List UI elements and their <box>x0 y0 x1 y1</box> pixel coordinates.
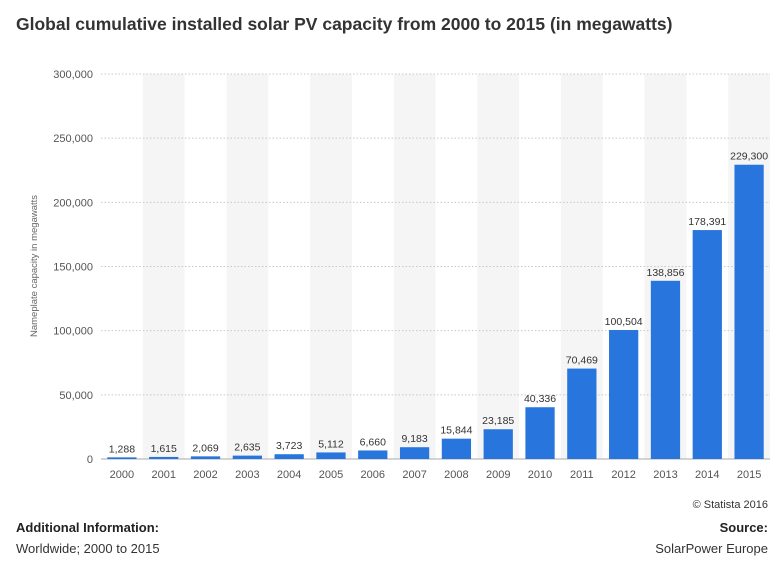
bar <box>483 429 513 459</box>
bar <box>734 164 764 459</box>
x-tick-label: 2008 <box>444 469 468 481</box>
x-tick-label: 2007 <box>402 469 426 481</box>
source-label: Source: <box>719 520 768 535</box>
x-tick-label: 2006 <box>361 469 385 481</box>
bar <box>441 438 472 459</box>
x-tick-label: 2005 <box>319 469 343 481</box>
bar <box>692 230 722 459</box>
x-tick-label: 2011 <box>570 469 594 481</box>
x-axis-ticks: 2000 2001 2002 2003 2004 2005 2006 2007 2008 2009… <box>110 469 762 481</box>
x-tick-label: 2002 <box>193 469 217 481</box>
additional-info: Additional Information: Worldwide; 2000 … <box>16 517 160 559</box>
source-info: Source: SolarPower Europe <box>655 517 768 559</box>
y-axis-label: Nameplate capacity in megawatts <box>29 195 40 337</box>
bar <box>107 457 137 459</box>
source-text[interactable]: SolarPower Europe <box>655 541 768 556</box>
data-label: 1,288 <box>109 443 135 455</box>
x-tick-label: 2014 <box>695 469 719 481</box>
data-label: 23,185 <box>482 415 514 427</box>
bars <box>107 164 764 459</box>
bar <box>609 330 639 459</box>
x-tick-label: 2010 <box>528 469 552 481</box>
x-tick-label: 2004 <box>277 469 301 481</box>
data-label: 3,723 <box>276 440 302 452</box>
y-tick-label: 250,000 <box>53 133 93 145</box>
chart-title: Global cumulative installed solar PV cap… <box>16 14 673 34</box>
copyright[interactable]: © Statista 2016 <box>692 499 768 511</box>
bar <box>399 447 430 459</box>
x-tick-label: 2001 <box>151 469 175 481</box>
y-tick-label: 200,000 <box>53 197 93 209</box>
y-tick-label: 50,000 <box>59 390 93 402</box>
bar <box>149 456 179 459</box>
band <box>477 74 520 459</box>
bar <box>650 280 681 459</box>
data-label: 6,660 <box>360 436 386 448</box>
additional-info-label: Additional Information: <box>16 520 159 535</box>
band <box>226 74 269 459</box>
bar <box>358 450 388 459</box>
y-axis-ticks: 0 50,000 100,000 150,000 200,000 250,000 300,0… <box>53 69 93 466</box>
data-label: 9,183 <box>401 433 427 445</box>
data-label: 15,844 <box>440 425 472 437</box>
data-label: 229,300 <box>730 151 768 163</box>
data-labels: 1,288 1,615 2,069 2,635 3,723 5,112 6,660 9,183… <box>109 151 768 456</box>
data-label: 40,336 <box>524 393 556 405</box>
additional-info-text: Worldwide; 2000 to 2015 <box>16 541 160 556</box>
data-label: 138,856 <box>646 267 684 279</box>
y-tick-label: 300,000 <box>53 69 93 81</box>
y-tick-label: 100,000 <box>53 326 93 338</box>
band <box>393 74 436 459</box>
data-label: 100,504 <box>605 316 643 328</box>
band <box>310 74 352 459</box>
data-label: 1,615 <box>151 443 177 455</box>
x-tick-label: 2003 <box>235 469 259 481</box>
bar <box>525 407 555 459</box>
x-tick-label: 2009 <box>486 469 510 481</box>
data-label: 2,635 <box>234 442 260 454</box>
x-tick-label: 2012 <box>611 469 635 481</box>
x-tick-label: 2000 <box>110 469 134 481</box>
data-label: 5,112 <box>318 438 344 450</box>
bar <box>190 456 221 459</box>
data-label: 178,391 <box>688 216 726 228</box>
bar <box>316 452 346 459</box>
x-tick-label: 2015 <box>737 469 761 481</box>
bar <box>567 368 597 459</box>
bar <box>232 455 262 459</box>
x-tick-label: 2013 <box>653 469 677 481</box>
bar-chart: 0 50,000 100,000 150,000 200,000 250,000 300,0… <box>29 69 770 481</box>
y-tick-label: 0 <box>87 454 93 466</box>
band <box>142 74 185 459</box>
y-tick-label: 150,000 <box>53 262 93 274</box>
bar <box>274 454 304 459</box>
data-label: 70,469 <box>566 355 598 367</box>
data-label: 2,069 <box>192 442 218 454</box>
